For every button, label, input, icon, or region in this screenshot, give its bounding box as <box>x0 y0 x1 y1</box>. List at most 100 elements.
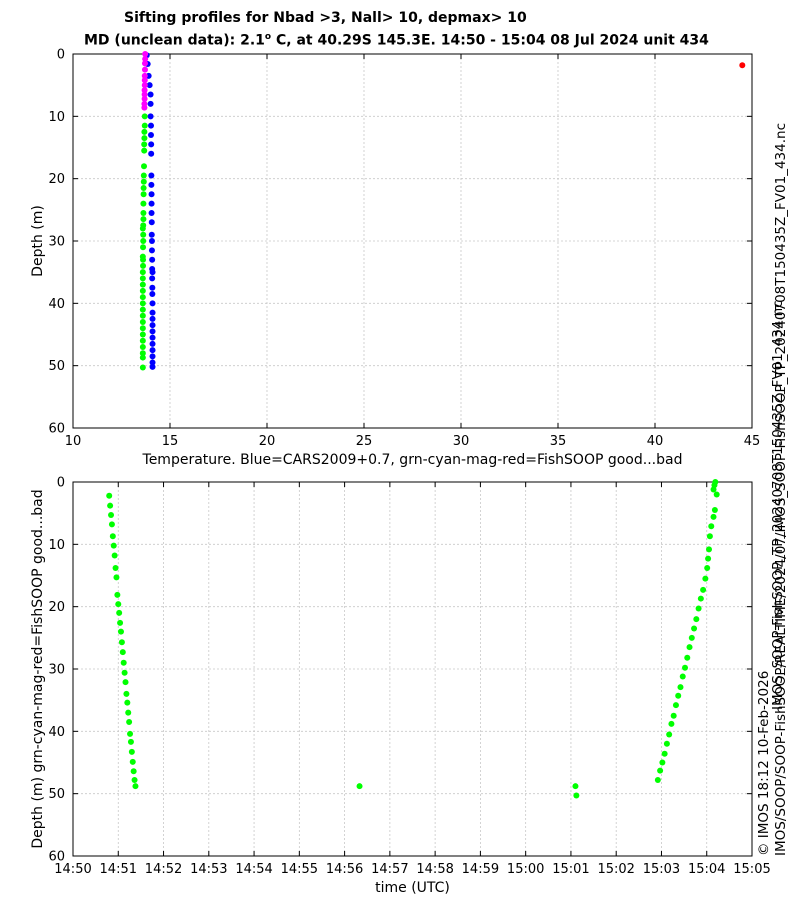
data-point-magenta <box>141 95 148 102</box>
data-point-green <box>123 690 130 697</box>
data-point-green <box>666 731 673 738</box>
data-point-green <box>115 601 122 608</box>
data-point-blue <box>146 82 153 89</box>
data-point-green <box>661 750 668 757</box>
data-point-magenta <box>141 77 148 84</box>
data-point-green <box>139 253 146 260</box>
data-point-blue <box>148 150 155 157</box>
data-point-magenta <box>141 87 148 94</box>
x-tick-label: 15:04 <box>688 862 725 877</box>
data-point-magenta <box>141 72 148 79</box>
data-point-green <box>106 492 113 499</box>
data-point-green <box>140 191 147 198</box>
data-point-green <box>108 521 115 528</box>
data-point-green <box>684 654 691 661</box>
x-tick-label: 15:01 <box>552 862 589 877</box>
data-point-blue <box>147 132 154 139</box>
data-point-green <box>126 718 133 725</box>
data-point-green <box>117 628 124 635</box>
data-point-green <box>713 491 720 498</box>
data-point-green <box>139 364 146 371</box>
data-point-green <box>140 172 147 179</box>
data-point-magenta <box>141 91 148 98</box>
data-point-blue <box>149 334 156 341</box>
data-point-green <box>705 555 712 562</box>
y-tick-label: 30 <box>48 663 65 678</box>
data-point-green <box>670 712 677 719</box>
data-point-blue <box>148 209 155 216</box>
data-point-green <box>712 479 719 485</box>
data-point-green <box>141 113 148 120</box>
data-point-green <box>672 702 679 709</box>
data-point-green <box>124 699 131 706</box>
data-point-blue <box>148 200 155 207</box>
data-point-green <box>108 512 115 519</box>
data-point-green <box>113 574 120 581</box>
data-point-blue <box>148 247 155 254</box>
y-tick-label: 50 <box>48 359 65 374</box>
data-point-green <box>139 287 146 294</box>
data-point-green <box>141 122 148 129</box>
data-point-green <box>109 533 116 540</box>
data-point-blue <box>149 359 156 366</box>
data-point-blue <box>149 256 156 263</box>
data-point-green <box>114 591 121 598</box>
x-tick-label: 15:03 <box>643 862 680 877</box>
data-point-green <box>573 792 580 799</box>
data-point-green <box>140 216 147 223</box>
x-tick-label: 20 <box>259 434 276 449</box>
data-point-blue <box>149 275 156 282</box>
data-point-green <box>131 776 138 783</box>
y-axis-label: Depth (m) grn-cyan-mag-red=FishSOOP good… <box>30 489 46 848</box>
x-axis-label: Temperature. Blue=CARS2009+0.7, grn-cyan… <box>142 452 683 468</box>
data-point-green <box>140 262 147 269</box>
data-point-green <box>686 644 693 651</box>
data-point-green <box>139 331 146 338</box>
x-tick-label: 25 <box>356 434 373 449</box>
x-tick-label: 14:50 <box>54 862 91 877</box>
x-tick-label: 14:54 <box>235 862 272 877</box>
data-point-green <box>127 730 134 737</box>
data-point-green <box>120 659 127 666</box>
x-tick-label: 14:52 <box>145 862 182 877</box>
data-point-green <box>111 552 118 559</box>
y-axis-label: Depth (m) <box>30 205 46 277</box>
x-tick-label: 14:53 <box>190 862 227 877</box>
data-point-green <box>710 513 717 520</box>
data-point-green <box>141 128 148 135</box>
data-point-green <box>112 565 119 572</box>
data-point-blue <box>149 322 156 329</box>
data-point-green <box>657 767 664 774</box>
x-tick-label: 14:58 <box>416 862 453 877</box>
x-tick-label: 15 <box>162 434 179 449</box>
chart-title-line1: Sifting profiles for Nbad >3, Nall> 10, … <box>124 10 527 26</box>
data-point-blue <box>149 328 156 335</box>
data-point-green <box>130 768 137 775</box>
data-point-green <box>139 300 146 307</box>
data-point-green <box>682 664 689 671</box>
data-point-green <box>139 312 146 319</box>
data-point-green <box>140 209 147 216</box>
data-point-green <box>125 709 132 716</box>
data-point-green <box>139 269 146 276</box>
data-point-blue <box>148 141 155 148</box>
data-point-green <box>139 350 146 357</box>
data-point-green <box>693 616 700 623</box>
data-point-blue <box>148 231 155 238</box>
data-point-green <box>139 306 146 313</box>
data-point-magenta <box>142 55 149 62</box>
data-point-blue <box>149 347 156 354</box>
data-point-green <box>110 542 117 549</box>
data-point-green <box>127 738 134 745</box>
data-point-green <box>140 244 147 251</box>
data-point-green <box>677 684 684 691</box>
data-point-green <box>140 238 147 244</box>
data-point-blue <box>147 100 154 107</box>
data-point-green <box>139 354 146 361</box>
data-point-blue <box>149 309 156 316</box>
data-point-green <box>141 147 148 154</box>
data-point-green <box>679 673 686 680</box>
x-axis-label: time (UTC) <box>375 880 450 896</box>
data-point-green <box>140 231 147 238</box>
data-point-green <box>139 319 146 326</box>
